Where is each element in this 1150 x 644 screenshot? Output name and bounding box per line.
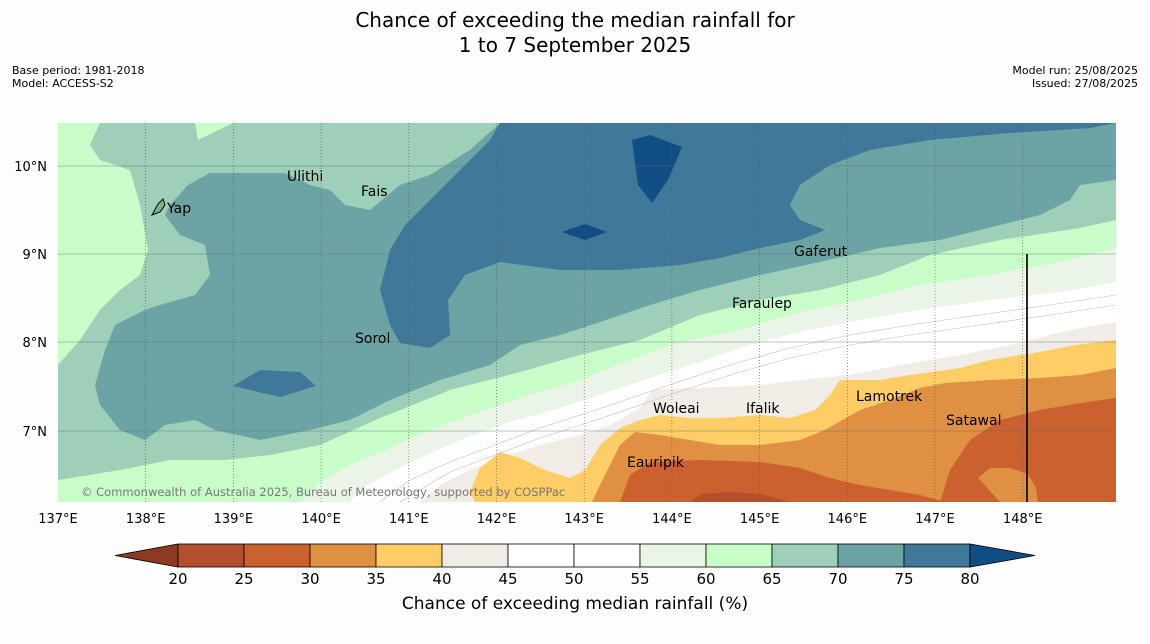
colorbar-segment <box>771 543 839 568</box>
contour-field <box>58 123 1116 502</box>
colorbar-tick-label: 40 <box>432 570 451 588</box>
colorbar-segment <box>639 543 707 568</box>
place-label-eauripik: Eauripik <box>627 455 685 471</box>
lon-tick-label: 140°E <box>301 512 341 527</box>
colorbar-segment <box>243 543 311 568</box>
colorbar-tick-label: 75 <box>894 570 913 588</box>
place-label-ulithi: Ulithi <box>287 169 323 185</box>
band-25-30-b <box>620 460 945 502</box>
colorbar-segment <box>507 543 575 568</box>
lat-tick-label: 7°N <box>23 425 48 440</box>
place-label-woleai: Woleai <box>653 401 700 417</box>
colorbar-segment <box>573 543 641 568</box>
latitude-labels: 10°N 9°N 8°N 7°N <box>14 160 47 440</box>
colorbar-segment <box>903 543 971 568</box>
place-label-fais: Fais <box>361 184 388 200</box>
lon-tick-label: 144°E <box>652 512 692 527</box>
band-75-80 <box>380 123 1116 348</box>
place-label-sorol: Sorol <box>355 331 390 347</box>
colorbar-segment <box>705 543 773 568</box>
meta-right: Model run: 25/08/2025 Issued: 27/08/2025 <box>1012 64 1138 90</box>
colorbar-segment <box>441 543 509 568</box>
place-label-ifalik: Ifalik <box>746 401 780 417</box>
lon-tick-label: 138°E <box>126 512 166 527</box>
lon-tick-label: 142°E <box>477 512 517 527</box>
lat-tick-label: 8°N <box>23 336 48 351</box>
title-line-2: 1 to 7 September 2025 <box>458 33 692 57</box>
colorbar-tick-label: 35 <box>366 570 385 588</box>
map-grid-lat <box>58 165 1116 432</box>
lon-tick-label: 145°E <box>740 512 780 527</box>
colorbar-segment <box>375 543 443 568</box>
lon-tick-label: 141°E <box>389 512 429 527</box>
place-label-lamotrek: Lamotrek <box>856 389 923 405</box>
place-label-gaferut: Gaferut <box>794 244 848 260</box>
place-label-satawal: Satawal <box>946 413 1001 429</box>
yap-island-icon <box>150 198 166 216</box>
colorbar-segment <box>309 543 377 568</box>
place-label-faraulep: Faraulep <box>732 296 792 312</box>
chart-title: Chance of exceeding the median rainfall … <box>0 8 1150 58</box>
colorbar-tick-label: 55 <box>630 570 649 588</box>
colorbar-tick-label: 30 <box>300 570 319 588</box>
colorbar-tick-label: 45 <box>498 570 517 588</box>
meta-left: Base period: 1981-2018 Model: ACCESS-S2 <box>12 64 144 90</box>
colorbar-over-arrow <box>969 543 1036 568</box>
colorbar-label: Chance of exceeding median rainfall (%) <box>401 594 749 614</box>
lon-tick-label: 139°E <box>214 512 254 527</box>
colorbar-tick-label: 50 <box>564 570 583 588</box>
band-20-25 <box>690 492 790 502</box>
lat-tick-label: 9°N <box>23 248 48 263</box>
colorbar-tick-label: 80 <box>960 570 979 588</box>
colorbar-under-arrow <box>114 543 179 568</box>
lon-tick-label: 143°E <box>564 512 604 527</box>
colorbar-tick-label: 70 <box>828 570 847 588</box>
band-75-80-small <box>233 370 316 397</box>
lon-tick-label: 148°E <box>1003 512 1043 527</box>
model-text: Model: ACCESS-S2 <box>12 77 114 90</box>
longitude-labels: 137°E 138°E 139°E 140°E 141°E 142°E 143°E 144°E… <box>38 512 1042 527</box>
title-line-1: Chance of exceeding the median rainfall … <box>355 8 795 32</box>
contour-lines <box>379 294 1116 502</box>
colorbar: 20 25 30 35 40 45 50 55 60 65 70 75 80 <box>114 543 1036 588</box>
base-period-text: Base period: 1981-2018 <box>12 64 145 77</box>
lon-tick-label: 146°E <box>828 512 868 527</box>
colorbar-segment <box>177 543 245 568</box>
model-run-text: Model run: 25/08/2025 <box>1012 64 1138 77</box>
copyright-text: © Commonwealth of Australia 2025, Bureau… <box>81 485 565 499</box>
place-label-yap: Yap <box>166 201 191 217</box>
lon-tick-label: 147°E <box>915 512 955 527</box>
colorbar-tick-label: 60 <box>696 570 715 588</box>
colorbar-tick-label: 20 <box>168 570 187 588</box>
band-70-75 <box>95 123 1116 440</box>
band-over-80 <box>632 135 682 203</box>
colorbar-segment <box>837 543 905 568</box>
band-30-35-pocket <box>978 468 1038 502</box>
lon-tick-label: 137°E <box>38 512 78 527</box>
colorbar-tick-label: 25 <box>234 570 253 588</box>
colorbar-tick-label: 65 <box>762 570 781 588</box>
lat-tick-label: 10°N <box>14 160 47 175</box>
place-labels: Ulithi Fais Yap Gaferut Faraulep Sorol L… <box>166 169 1001 471</box>
issued-text: Issued: 27/08/2025 <box>1031 77 1138 90</box>
map-grid <box>145 123 1024 502</box>
